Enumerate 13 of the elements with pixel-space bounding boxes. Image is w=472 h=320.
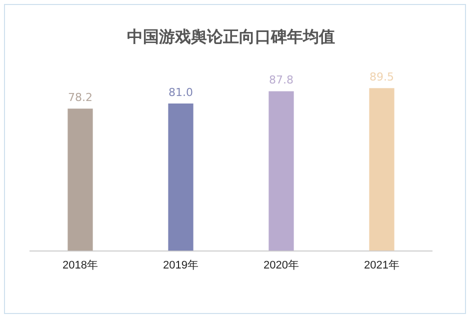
x-tick-label: 2018年 xyxy=(62,259,98,272)
data-label: 81.0 xyxy=(168,86,193,99)
x-tick-label: 2019年 xyxy=(163,259,198,272)
x-tick-label: 2021年 xyxy=(364,259,400,272)
bar xyxy=(369,88,394,251)
data-label: 87.8 xyxy=(269,74,294,87)
x-tick-label: 2020年 xyxy=(264,259,299,272)
bar xyxy=(168,104,194,251)
bar xyxy=(68,108,93,251)
data-label: 78.2 xyxy=(68,91,92,104)
data-label: 89.5 xyxy=(370,70,394,84)
bar xyxy=(268,91,294,251)
chart-title: 中国游戏舆论正向口碑年均值 xyxy=(127,26,335,46)
